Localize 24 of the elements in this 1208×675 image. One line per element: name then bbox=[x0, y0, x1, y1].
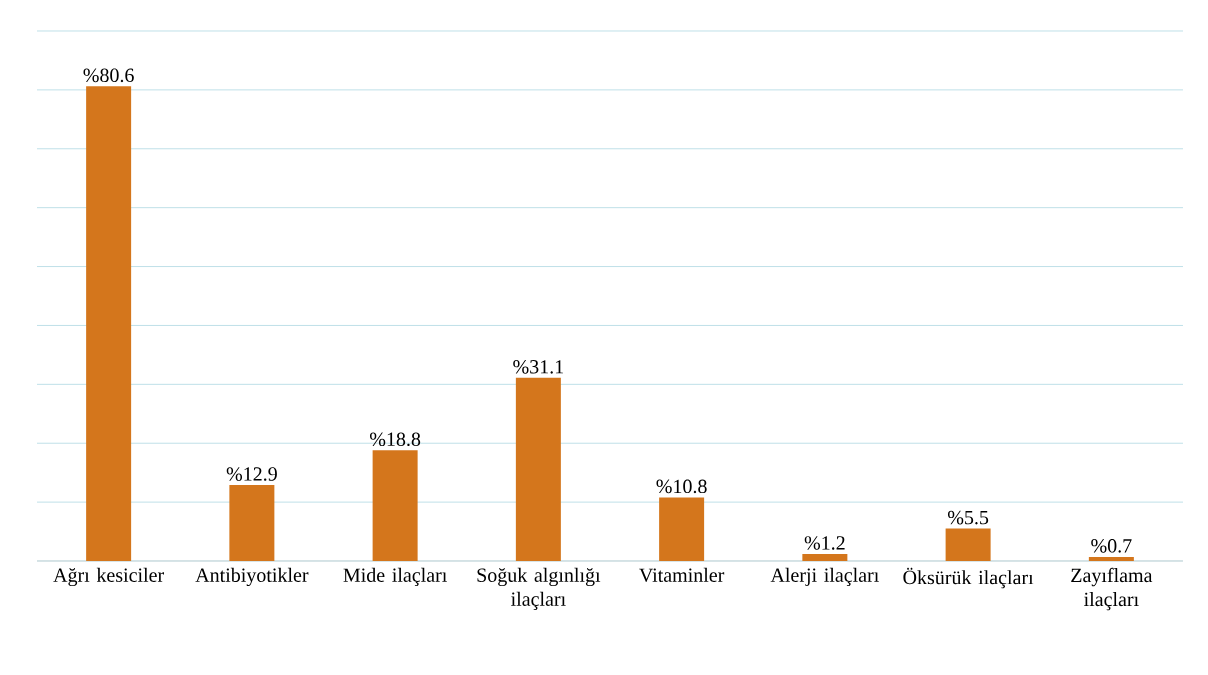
data-label: %12.9 bbox=[226, 467, 277, 481]
bar bbox=[802, 553, 848, 561]
x-tick-label: Soğuk algınlığı ilaçları bbox=[477, 567, 601, 611]
data-label: %31.1 bbox=[513, 360, 563, 374]
x-tick-label: Alerji ilaçları bbox=[770, 567, 879, 587]
bar bbox=[659, 497, 705, 561]
data-label: %1.2 bbox=[804, 536, 845, 550]
bar bbox=[86, 86, 132, 561]
data-label: %5.5 bbox=[947, 510, 989, 525]
x-tick-label: Zayıflama ilaçları bbox=[1071, 567, 1153, 611]
data-label: %80.6 bbox=[83, 68, 134, 83]
x-tick-label: Antibiyotikler bbox=[195, 567, 309, 587]
x-tick-label: Mide ilaçları bbox=[343, 567, 447, 587]
x-tick-label: Ağrı kesiciler bbox=[53, 567, 164, 587]
bar bbox=[1088, 556, 1134, 561]
x-tick-label: Öksürük ilaçları bbox=[903, 567, 1034, 589]
data-label: %10.8 bbox=[656, 479, 707, 494]
data-label: %18.8 bbox=[369, 432, 421, 447]
bar bbox=[945, 528, 991, 561]
bar bbox=[229, 485, 275, 561]
bar bbox=[372, 450, 418, 561]
bar bbox=[515, 377, 561, 561]
data-label: %0.7 bbox=[1091, 539, 1132, 553]
x-tick-label: Vitaminler bbox=[639, 567, 725, 583]
